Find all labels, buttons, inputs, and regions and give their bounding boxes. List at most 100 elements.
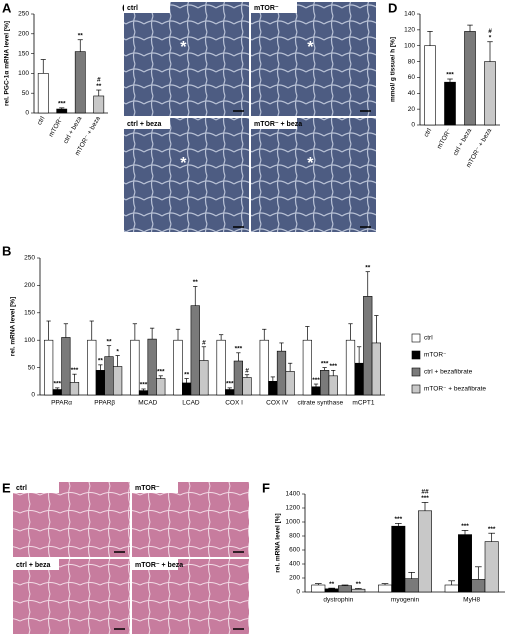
bar: [242, 377, 252, 396]
x-tick-label: COX I: [225, 400, 243, 407]
significance: #: [97, 76, 101, 83]
significance: **: [193, 279, 199, 286]
bar: [56, 108, 68, 114]
legend-label: mTOR⁻: [424, 352, 447, 359]
bar: [216, 339, 226, 396]
bar: [37, 73, 49, 114]
significance: ***: [53, 381, 61, 388]
bar: [138, 390, 149, 396]
panel-label: D: [388, 0, 397, 15]
legend-label: ctrl + bezafibrate: [424, 369, 473, 376]
significance: **: [98, 358, 104, 365]
x-tick-label: citrate synthase: [298, 400, 344, 407]
significance: **: [365, 264, 371, 271]
bar: [464, 31, 476, 126]
significance: ##: [421, 489, 429, 496]
y-tick-label: 140: [404, 11, 415, 18]
bar: [345, 339, 356, 396]
y-tick-label: 600: [289, 547, 300, 554]
tile-label: mTOR⁻: [135, 485, 160, 492]
y-tick-label: 250: [24, 255, 35, 262]
y-tick-label: 100: [18, 70, 29, 77]
significance: ***: [157, 369, 165, 376]
micrograph: [251, 118, 376, 232]
bar: [324, 588, 339, 593]
significance: ***: [421, 495, 429, 502]
micrograph: [124, 2, 249, 116]
significance: ***: [395, 516, 403, 523]
bar: [328, 375, 338, 396]
bar: [444, 81, 456, 126]
x-tick-label: ctrl: [36, 115, 47, 126]
x-tick-label: myogenin: [391, 597, 420, 604]
y-tick-label: 0: [296, 589, 300, 596]
bar: [199, 360, 209, 396]
y-tick-label: 80: [408, 58, 416, 65]
marker: *: [180, 155, 187, 172]
bar: [285, 371, 295, 396]
bar: [471, 579, 486, 593]
y-tick-label: 200: [289, 575, 300, 582]
panel-label: B: [2, 243, 11, 258]
y-tick-label: 200: [18, 31, 29, 38]
bar: [74, 51, 86, 114]
bar: [182, 382, 192, 396]
tile-label-bg: [124, 118, 170, 129]
legend-swatch: [411, 384, 421, 394]
significance: **: [329, 581, 335, 588]
significance: ***: [226, 381, 234, 388]
significance: ***: [312, 377, 320, 384]
significance: **: [356, 581, 362, 588]
y-axis-label: rel. mRNA level [%]: [275, 513, 282, 572]
significance: ***: [461, 523, 469, 530]
bar: [190, 305, 200, 396]
bar: [276, 350, 287, 396]
tile-label-bg: [13, 559, 59, 570]
bar: [320, 370, 330, 396]
bar: [424, 45, 436, 126]
micrograph: [132, 482, 249, 557]
tile-label-bg: [124, 2, 170, 13]
x-tick-label: MCAD: [138, 400, 157, 407]
y-tick-label: 120: [404, 27, 415, 34]
y-tick-label: 40: [408, 90, 416, 97]
micrograph: [13, 482, 130, 557]
bar: [458, 534, 472, 593]
bar: [104, 356, 114, 396]
bar: [351, 588, 366, 593]
y-tick-label: 1000: [286, 519, 301, 526]
bar: [113, 366, 123, 396]
x-tick-label: PPARβ: [94, 400, 115, 407]
legend-swatch: [411, 350, 421, 360]
bar: [418, 510, 432, 593]
bar: [259, 339, 269, 396]
significance: ***: [71, 367, 79, 374]
bar: [93, 95, 105, 114]
y-tick-label: 150: [18, 50, 29, 57]
significance: #: [245, 367, 249, 374]
y-tick-label: 150: [24, 310, 35, 317]
tile-label: ctrl: [16, 485, 27, 492]
legend-label: ctrl: [424, 335, 433, 342]
significance: #: [202, 339, 206, 346]
x-tick-label: mTOR⁻: [48, 115, 66, 138]
significance: **: [78, 32, 84, 39]
bar: [444, 584, 459, 593]
bar: [484, 61, 496, 126]
significance: ***: [58, 101, 66, 108]
y-tick-label: 1400: [286, 491, 301, 498]
bar: [268, 380, 278, 396]
x-tick-label: mTOR⁻: [436, 127, 454, 150]
y-tick-label: 100: [404, 42, 415, 49]
tile-label: mTOR⁻ + beza: [254, 121, 302, 128]
significance: **: [106, 338, 112, 345]
x-tick-label: mCPT1: [352, 400, 374, 407]
y-tick-label: 800: [289, 533, 300, 540]
x-tick-label: PPARα: [51, 400, 72, 407]
tile-label: mTOR⁻ + beza: [135, 562, 183, 569]
bar: [130, 339, 140, 396]
x-tick-label: MyH8: [463, 597, 480, 604]
y-axis-label: mmol/ g tissue/ h [%]: [390, 37, 397, 102]
legend-swatch: [411, 333, 421, 343]
